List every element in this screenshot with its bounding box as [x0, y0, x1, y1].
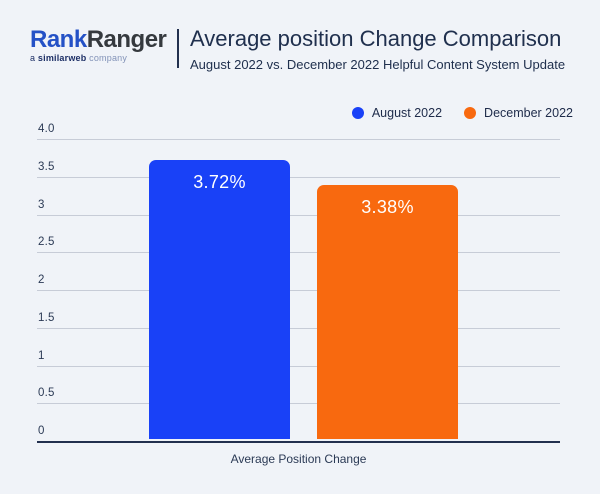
x-axis-label: Average Position Change: [230, 452, 367, 466]
gridline-rule: [37, 365, 560, 367]
bar-value-label: 3.38%: [361, 197, 414, 217]
y-tick-label: 2: [38, 274, 45, 286]
legend-item-august-2022: August 2022: [351, 106, 443, 120]
legend-swatch-icon: [351, 107, 364, 119]
header-divider: [177, 29, 179, 68]
bar-value-label: 3.72%: [193, 172, 246, 192]
gridline-rule: [37, 403, 560, 405]
y-tick-label: 0.5: [38, 387, 55, 400]
legend-item-december-2022: December 2022: [464, 106, 573, 120]
legend-label: August 2022: [371, 106, 443, 120]
chart-title: Average position Change Comparison: [190, 26, 562, 51]
gridline-rule: [37, 441, 560, 443]
y-tick-label: 2.5: [38, 236, 55, 249]
gridline-rule: [37, 327, 560, 329]
logo-ranger-text: Ranger: [86, 26, 167, 53]
legend-swatch-icon: [464, 107, 477, 119]
tagline-suffix: company: [89, 53, 128, 64]
tagline-brand: similarweb: [37, 53, 87, 64]
y-tick-label: 1: [38, 349, 45, 362]
legend-label: December 2022: [484, 106, 573, 120]
chart-subtitle: August 2022 vs. December 2022 Helpful Co…: [190, 57, 566, 73]
y-tick-label: 4.0: [38, 123, 55, 135]
tagline-prefix: a: [30, 53, 36, 64]
gridline-rule: [37, 139, 560, 140]
gridline-rule: [37, 290, 560, 291]
bar-december-2022: 3.38%: [317, 185, 458, 439]
logo-wordmark: RankRanger: [30, 26, 167, 53]
y-tick-label: 1.5: [38, 311, 55, 324]
gridline-rule: [37, 252, 560, 254]
y-tick-label: 3: [38, 198, 45, 211]
bar-chart-plot: 4.0 3.5 3 2.5 2 1.5 1 0.5 0 3.72% 3.38%: [37, 123, 560, 443]
gridline-rule: [37, 214, 560, 216]
legend: August 2022 December 2022: [351, 106, 573, 120]
gridline-rule: [37, 176, 560, 178]
logo-similarweb-tagline: a similarweb company: [30, 53, 166, 63]
bar-august-2022: 3.72%: [149, 160, 290, 439]
header-titles: Average position Change Comparison Augus…: [190, 26, 572, 75]
y-tick-label: 3.5: [38, 160, 55, 173]
logo-rank-text: Rank: [30, 26, 87, 53]
y-tick-label: 0: [38, 425, 45, 437]
rankranger-logo: RankRanger a similarweb company: [30, 26, 167, 63]
